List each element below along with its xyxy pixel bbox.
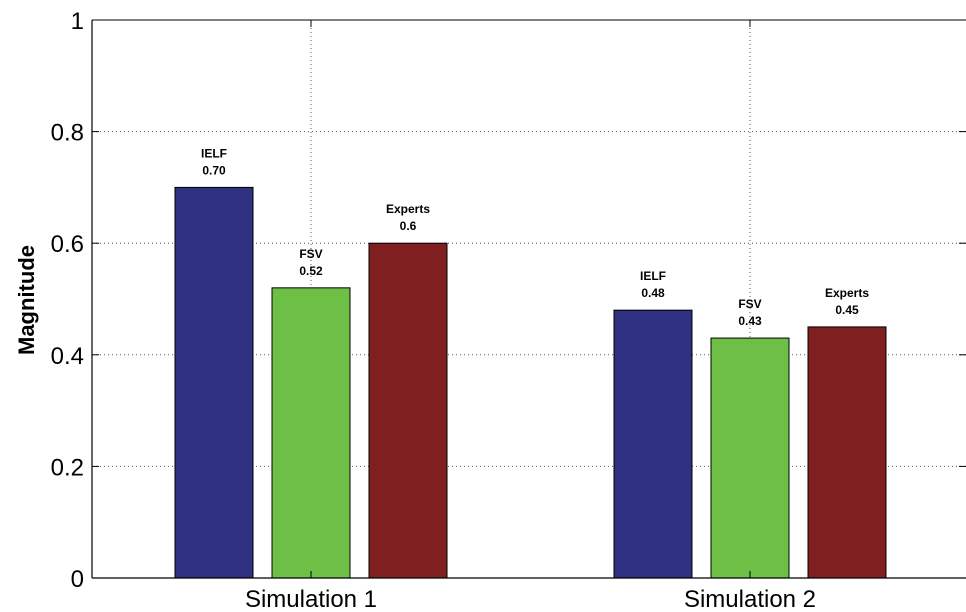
y-tick-label: 1 — [71, 8, 84, 35]
axes — [91, 19, 966, 579]
bar-data-label: IELF 0.70 — [201, 146, 227, 177]
bar-data-label: Experts 0.45 — [825, 286, 869, 317]
bar-experts-2 — [807, 326, 887, 579]
y-tick-label: 0.6 — [51, 231, 84, 258]
bar-ielf-1 — [174, 186, 254, 579]
x-tick-label: Simulation 1 — [245, 586, 377, 612]
y-tick-label: 0.4 — [51, 343, 84, 370]
y-tick-label: 0.8 — [51, 120, 84, 147]
bar-fsv-2 — [710, 337, 790, 579]
y-tick-label: 0.2 — [51, 454, 84, 481]
y-tick-label: 0 — [71, 566, 84, 593]
bar-experts-1 — [368, 242, 448, 579]
bars — [174, 186, 887, 579]
bar-data-label: Experts 0.6 — [386, 202, 430, 233]
bar-data-label: IELF 0.48 — [640, 269, 666, 300]
x-tick-label: Simulation 2 — [684, 586, 816, 612]
labels: IELF 0.70 IELF 0.48 FSV 0.52 FSV 0.43 Experts 0.6… — [51, 8, 870, 612]
y-axis-title: Magnitude — [14, 245, 39, 355]
bar-data-label: FSV 0.52 — [299, 247, 323, 278]
bar-fsv-1 — [271, 287, 351, 579]
bar-data-label: FSV 0.43 — [738, 297, 762, 328]
bar-ielf-2 — [613, 309, 693, 579]
